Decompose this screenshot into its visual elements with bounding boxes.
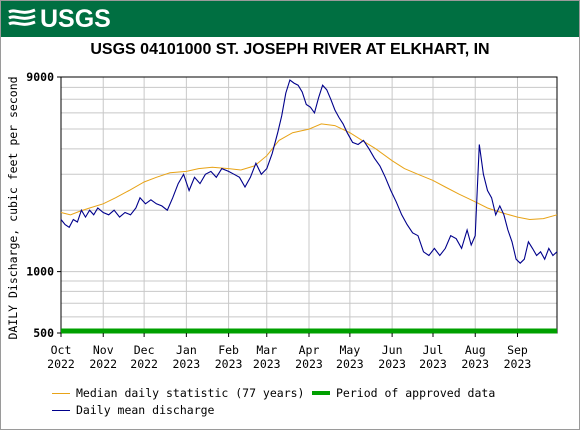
x-tick-label-month: Feb (218, 343, 239, 357)
x-tick-label-month: Apr (299, 343, 320, 357)
usgs-banner: USGS (1, 1, 579, 37)
legend-item-daily-mean: Daily mean discharge (52, 403, 214, 417)
usgs-wave-logo-icon (8, 8, 36, 26)
legend-label-median: Median daily statistic (77 years) (76, 386, 305, 400)
x-tick-label-year: 2023 (295, 357, 323, 371)
y-tick-label: 1000 (26, 265, 54, 279)
legend-item-approved: Period of approved data (312, 386, 495, 400)
x-tick-label-month: Mar (256, 343, 277, 357)
legend-swatch-approved (312, 391, 330, 395)
x-tick-label-month: Jun (382, 343, 403, 357)
y-tick-label: 500 (33, 326, 54, 340)
axis-labels: 50010009000Oct2022Nov2022Dec2022Jan2023F… (26, 70, 531, 371)
usgs-logo[interactable]: USGS (7, 5, 111, 33)
x-tick-label-year: 2023 (215, 357, 243, 371)
x-tick-label-year: 2022 (47, 357, 75, 371)
usgs-logo-text: USGS (40, 5, 111, 33)
series-line-median (60, 123, 558, 221)
x-tick-label-year: 2023 (504, 357, 532, 371)
x-tick-label-year: 2023 (173, 357, 201, 371)
legend-label-daily-mean: Daily mean discharge (76, 403, 215, 417)
x-tick-label-year: 2023 (461, 357, 489, 371)
x-tick-label-year: 2022 (130, 357, 158, 371)
chart-title: USGS 04101000 ST. JOSEPH RIVER AT ELKHAR… (90, 41, 490, 58)
legend-swatch-median (52, 392, 70, 394)
x-tick-label-month: Sep (507, 343, 528, 357)
x-tick-label-month: Oct (51, 343, 72, 357)
legend: Median daily statistic (77 years) Period… (52, 386, 572, 426)
y-axis-label: DAILY Discharge, cubic feet per second (6, 76, 20, 339)
legend-swatch-daily-mean (52, 409, 70, 411)
series-layer (60, 79, 558, 334)
x-tick-label-year: 2023 (419, 357, 447, 371)
legend-item-median: Median daily statistic (77 years) (52, 386, 304, 400)
x-tick-label-year: 2023 (336, 357, 364, 371)
legend-label-approved: Period of approved data (336, 386, 496, 400)
x-tick-label-month: Jan (176, 343, 197, 357)
x-tick-label-year: 2023 (253, 357, 281, 371)
x-tick-label-month: Aug (465, 343, 486, 357)
series-line-daily-mean (60, 79, 558, 264)
x-tick-label-year: 2022 (89, 357, 117, 371)
x-tick-label-year: 2023 (378, 357, 406, 371)
x-tick-label-month: Dec (134, 343, 155, 357)
x-tick-label-month: Nov (93, 343, 114, 357)
x-tick-label-month: Jul (423, 343, 444, 357)
y-tick-label: 9000 (26, 70, 54, 84)
x-tick-label-month: May (339, 343, 360, 357)
